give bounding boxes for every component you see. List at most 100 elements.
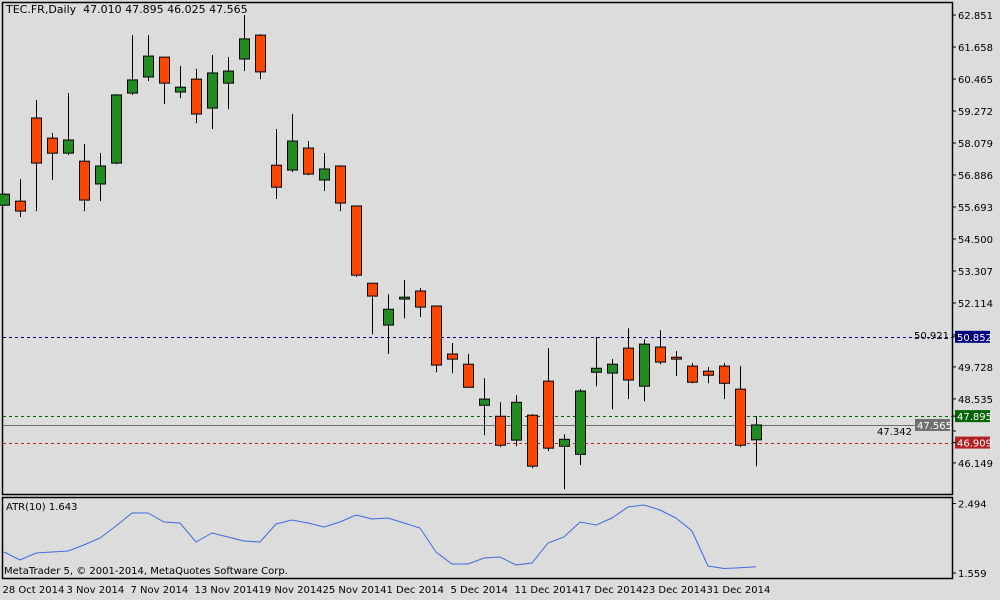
x-tick-label: 11 Dec 2014	[515, 585, 579, 596]
candle-body-bear	[703, 370, 714, 376]
y-tick-label: 53.307	[958, 267, 993, 278]
candle-body-bull	[207, 72, 218, 109]
candle-body-bull	[95, 165, 106, 185]
candle-body-bear	[47, 137, 58, 154]
candle	[207, 54, 218, 130]
candle-body-bull	[399, 296, 410, 300]
y-tick-label: 55.693	[958, 203, 993, 214]
candle	[175, 65, 186, 99]
candle	[671, 351, 682, 377]
candle	[639, 339, 650, 402]
y-tick-label: 47.342	[877, 427, 912, 438]
candle	[655, 330, 666, 365]
candle-body-bear	[719, 365, 730, 384]
candle-body-bear	[271, 164, 282, 188]
x-tick-label: 28 Oct 2014	[3, 585, 65, 596]
price-tag-bg	[955, 436, 990, 449]
price-tag-ask: 50.852	[952, 330, 992, 344]
candle	[495, 402, 506, 448]
x-tick-label: 31 Dec 2014	[707, 585, 771, 596]
price-tag-bg	[955, 410, 990, 423]
candle	[319, 153, 330, 191]
candle	[255, 34, 266, 80]
candle	[623, 328, 634, 400]
x-tick-label: 19 Nov 2014	[259, 585, 323, 596]
candle	[47, 133, 58, 180]
candle-body-bear	[687, 365, 698, 383]
candle	[127, 35, 138, 95]
candle	[223, 57, 234, 110]
price-tag-label: 50.852	[957, 333, 992, 344]
x-tick-label: 1 Dec 2014	[387, 585, 445, 596]
candle	[527, 414, 538, 469]
copyright-text: MetaTrader 5, © 2001-2014, MetaQuotes So…	[4, 566, 288, 577]
candle-body-bull	[0, 193, 10, 206]
candle-body-bear	[303, 147, 314, 175]
atr-y-tick-label: 2.494	[958, 500, 987, 511]
candle	[63, 93, 74, 156]
candle-body-bear	[367, 282, 378, 297]
candle-body-bull	[127, 79, 138, 94]
candle-body-bear	[159, 56, 170, 84]
y-tick-label: 48.535	[958, 395, 993, 406]
candle-body-bull	[575, 390, 586, 455]
chart-header: TEC.FR,Daily 47.010 47.895 46.025 47.565	[6, 3, 248, 16]
price-tag-high: 47.895	[952, 410, 992, 423]
candle-body-bear	[415, 290, 426, 308]
candle	[239, 15, 250, 72]
candle	[143, 35, 154, 82]
candle	[79, 144, 90, 212]
candle	[543, 348, 554, 452]
candle-body-bear	[623, 347, 634, 381]
candle-body-bear	[191, 78, 202, 115]
candle	[687, 363, 698, 384]
candle-body-bull	[591, 367, 602, 373]
candle-body-bull	[111, 94, 122, 164]
candle-body-bull	[175, 86, 186, 93]
candle	[591, 337, 602, 387]
candle	[383, 294, 394, 355]
candle-body-bull	[223, 70, 234, 84]
candle	[303, 141, 314, 176]
candle-body-bull	[479, 398, 490, 406]
candle	[159, 56, 170, 105]
price-tag-last: 47.565	[915, 418, 952, 432]
candle-body-bear	[255, 34, 266, 73]
x-tick-label: 3 Nov 2014	[67, 585, 125, 596]
candle	[575, 389, 586, 466]
y-tick-label: 56.886	[958, 171, 993, 182]
y-tick-label: 58.079	[958, 139, 993, 150]
candle	[0, 193, 10, 206]
candle	[703, 367, 714, 384]
candle-body-bull	[511, 401, 522, 441]
candle-body-bear	[335, 165, 346, 204]
candle-body-bear	[431, 305, 442, 366]
candle	[463, 354, 474, 388]
x-tick-label: 25 Nov 2014	[323, 585, 387, 596]
candle	[191, 68, 202, 124]
candle	[559, 434, 570, 490]
candle	[111, 94, 122, 165]
candle-body-bear	[495, 415, 506, 446]
price-tag-label: 47.565	[917, 421, 952, 432]
x-tick-label: 13 Nov 2014	[195, 585, 259, 596]
candle	[607, 359, 618, 410]
x-tick-label: 23 Dec 2014	[643, 585, 707, 596]
candle	[351, 205, 362, 278]
y-tick-label: 54.500	[958, 235, 993, 246]
symbol-label: TEC.FR,Daily	[6, 3, 77, 16]
candle	[479, 378, 490, 436]
atr-label: ATR(10) 1.643	[6, 502, 78, 513]
candle	[31, 100, 42, 212]
candle-body-bear	[735, 388, 746, 446]
candle-body-bear	[79, 160, 90, 201]
y-tick-label: 46.149	[958, 459, 993, 470]
ohlc-readout: 47.010 47.895 46.025 47.565	[83, 3, 248, 16]
candle	[271, 129, 282, 200]
candle-body-bear	[527, 414, 538, 467]
candle	[431, 305, 442, 373]
candle-body-bear	[671, 356, 682, 360]
candle-body-bear	[655, 346, 666, 363]
price-tag-bg	[915, 418, 950, 431]
